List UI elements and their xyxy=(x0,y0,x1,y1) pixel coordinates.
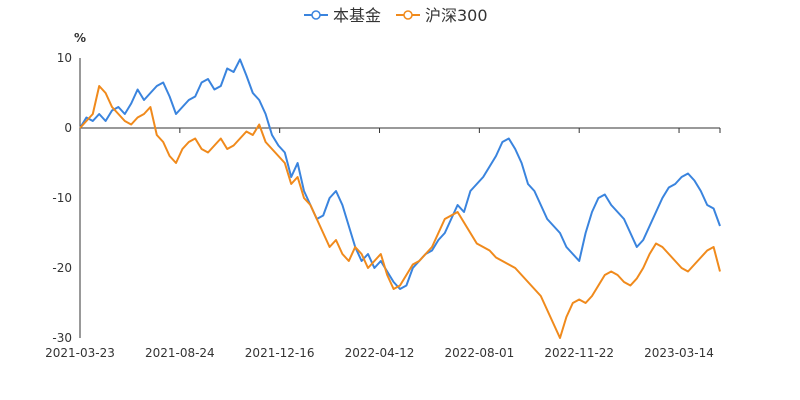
y-axis-unit: % xyxy=(74,31,86,45)
legend-label-hs300: 沪深300 xyxy=(425,6,488,25)
x-tick-label: 2021-12-16 xyxy=(245,346,315,360)
y-tick-label: 0 xyxy=(64,121,72,135)
x-tick-label: 2023-03-14 xyxy=(644,346,714,360)
legend-item-hs300[interactable]: 沪深300 xyxy=(396,6,488,25)
series-layer xyxy=(79,58,721,339)
legend-item-fund[interactable]: 本基金 xyxy=(304,6,381,25)
x-tick-label: 2021-08-24 xyxy=(145,346,215,360)
series-fund-line xyxy=(79,58,721,290)
y-tick-label: -30 xyxy=(52,331,72,345)
legend-label-fund: 本基金 xyxy=(333,6,381,25)
series-hs300-line xyxy=(79,85,721,339)
x-axis: 2021-03-23 2021-08-24 2021-12-16 2022-04-12… xyxy=(45,127,721,360)
y-tick-label: -10 xyxy=(52,191,72,205)
x-tick-label: 2022-04-12 xyxy=(345,346,415,360)
x-tick-label: 2022-11-22 xyxy=(544,346,614,360)
y-tick-label: -20 xyxy=(52,261,72,275)
y-tick-label: 10 xyxy=(57,51,72,65)
x-tick-label: 2022-08-01 xyxy=(444,346,514,360)
legend[interactable]: 本基金 沪深300 xyxy=(304,6,488,25)
x-tick-label: 2021-03-23 xyxy=(45,346,115,360)
y-axis: 10 0 -10 -20 -30 xyxy=(52,51,81,345)
